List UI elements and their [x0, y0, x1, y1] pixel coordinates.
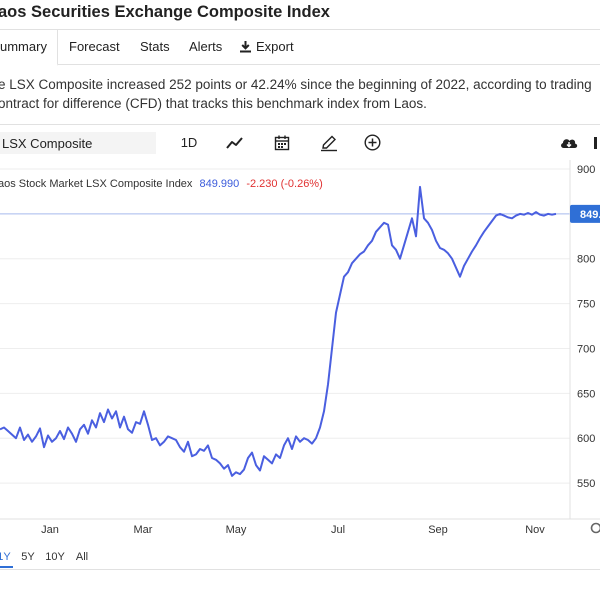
- add-circle-icon[interactable]: [362, 132, 382, 154]
- y-tick-label: 900: [577, 164, 595, 176]
- tab-export-label: Export: [256, 39, 294, 54]
- chart-legend: aos Stock Market LSX Composite Index 849…: [0, 178, 323, 190]
- range-1y-label: 1Y: [0, 551, 11, 563]
- draw-pencil-icon[interactable]: [318, 132, 340, 154]
- tab-stats-label: Stats: [140, 39, 170, 54]
- legend-change: -2.230 (-0.26%): [246, 178, 322, 190]
- y-tick-label: 750: [577, 299, 595, 311]
- y-tick-label: 700: [577, 343, 595, 355]
- range-all[interactable]: All: [74, 548, 90, 566]
- description-line-1: e LSX Composite increased 252 points or …: [0, 77, 592, 92]
- legend-value: 849.990: [200, 178, 240, 190]
- tab-bar: ummary Forecast Stats Alerts Export: [0, 29, 600, 66]
- x-tick-label: Nov: [525, 524, 545, 536]
- y-tick-label: 800: [577, 254, 595, 266]
- tab-summary-label: ummary: [0, 39, 47, 54]
- range-5y-label: 5Y: [21, 551, 35, 563]
- tab-forecast-label: Forecast: [69, 39, 120, 54]
- chart-grid: [0, 168, 570, 484]
- x-tick-label: May: [226, 524, 247, 536]
- calendar-icon[interactable]: [272, 132, 292, 154]
- chart-toolbar: 1D: [0, 124, 600, 160]
- cloud-download-icon[interactable]: [558, 132, 580, 154]
- page-title: aos Securities Exchange Composite Index: [0, 3, 330, 21]
- y-tick-label: 600: [577, 433, 595, 445]
- tab-summary[interactable]: ummary: [0, 30, 58, 66]
- tab-stats[interactable]: Stats: [140, 30, 170, 64]
- range-10y[interactable]: 10Y: [44, 548, 66, 566]
- range-1y[interactable]: 1Y: [0, 548, 13, 568]
- footer-divider: [0, 569, 600, 570]
- y-tick-label: 550: [577, 478, 595, 490]
- tab-forecast[interactable]: Forecast: [69, 30, 120, 64]
- chart-panel: 1D: [0, 124, 600, 600]
- y-tick-label: 650: [577, 388, 595, 400]
- chart-settings-icon[interactable]: [590, 522, 600, 534]
- range-all-label: All: [75, 551, 89, 563]
- range-5y[interactable]: 5Y: [20, 548, 36, 566]
- tab-alerts-label: Alerts: [189, 39, 223, 54]
- symbol-search-input[interactable]: [0, 132, 156, 154]
- legend-name: aos Stock Market LSX Composite Index: [0, 178, 193, 190]
- tab-export[interactable]: Export: [239, 30, 294, 64]
- tab-alerts[interactable]: Alerts: [189, 30, 222, 64]
- x-tick-label: Jul: [331, 524, 345, 536]
- price-chart[interactable]: 550600650700750800850900 JanMarMayJulSep…: [0, 124, 600, 544]
- download-icon: [239, 32, 252, 66]
- price-tag-value: 849.: [580, 209, 600, 221]
- series-line: [0, 185, 557, 477]
- range-10y-label: 10Y: [45, 551, 65, 563]
- index-description: e LSX Composite increased 252 points or …: [0, 75, 600, 113]
- interval-button[interactable]: 1D: [176, 132, 202, 154]
- x-tick-label: Jan: [41, 524, 59, 536]
- interval-label: 1D: [180, 135, 198, 150]
- price-tag: [570, 204, 600, 223]
- line-chart-icon[interactable]: [224, 132, 246, 154]
- x-tick-label: Sep: [428, 524, 448, 536]
- description-line-2: ontract for difference (CFD) that tracks…: [0, 96, 427, 111]
- x-tick-label: Mar: [134, 524, 153, 536]
- x-axis: Jan Mar May Jul Sep Nov: [41, 524, 545, 536]
- range-selector: 1Y 5Y 10Y All: [0, 544, 600, 570]
- settings-icon[interactable]: [594, 132, 600, 154]
